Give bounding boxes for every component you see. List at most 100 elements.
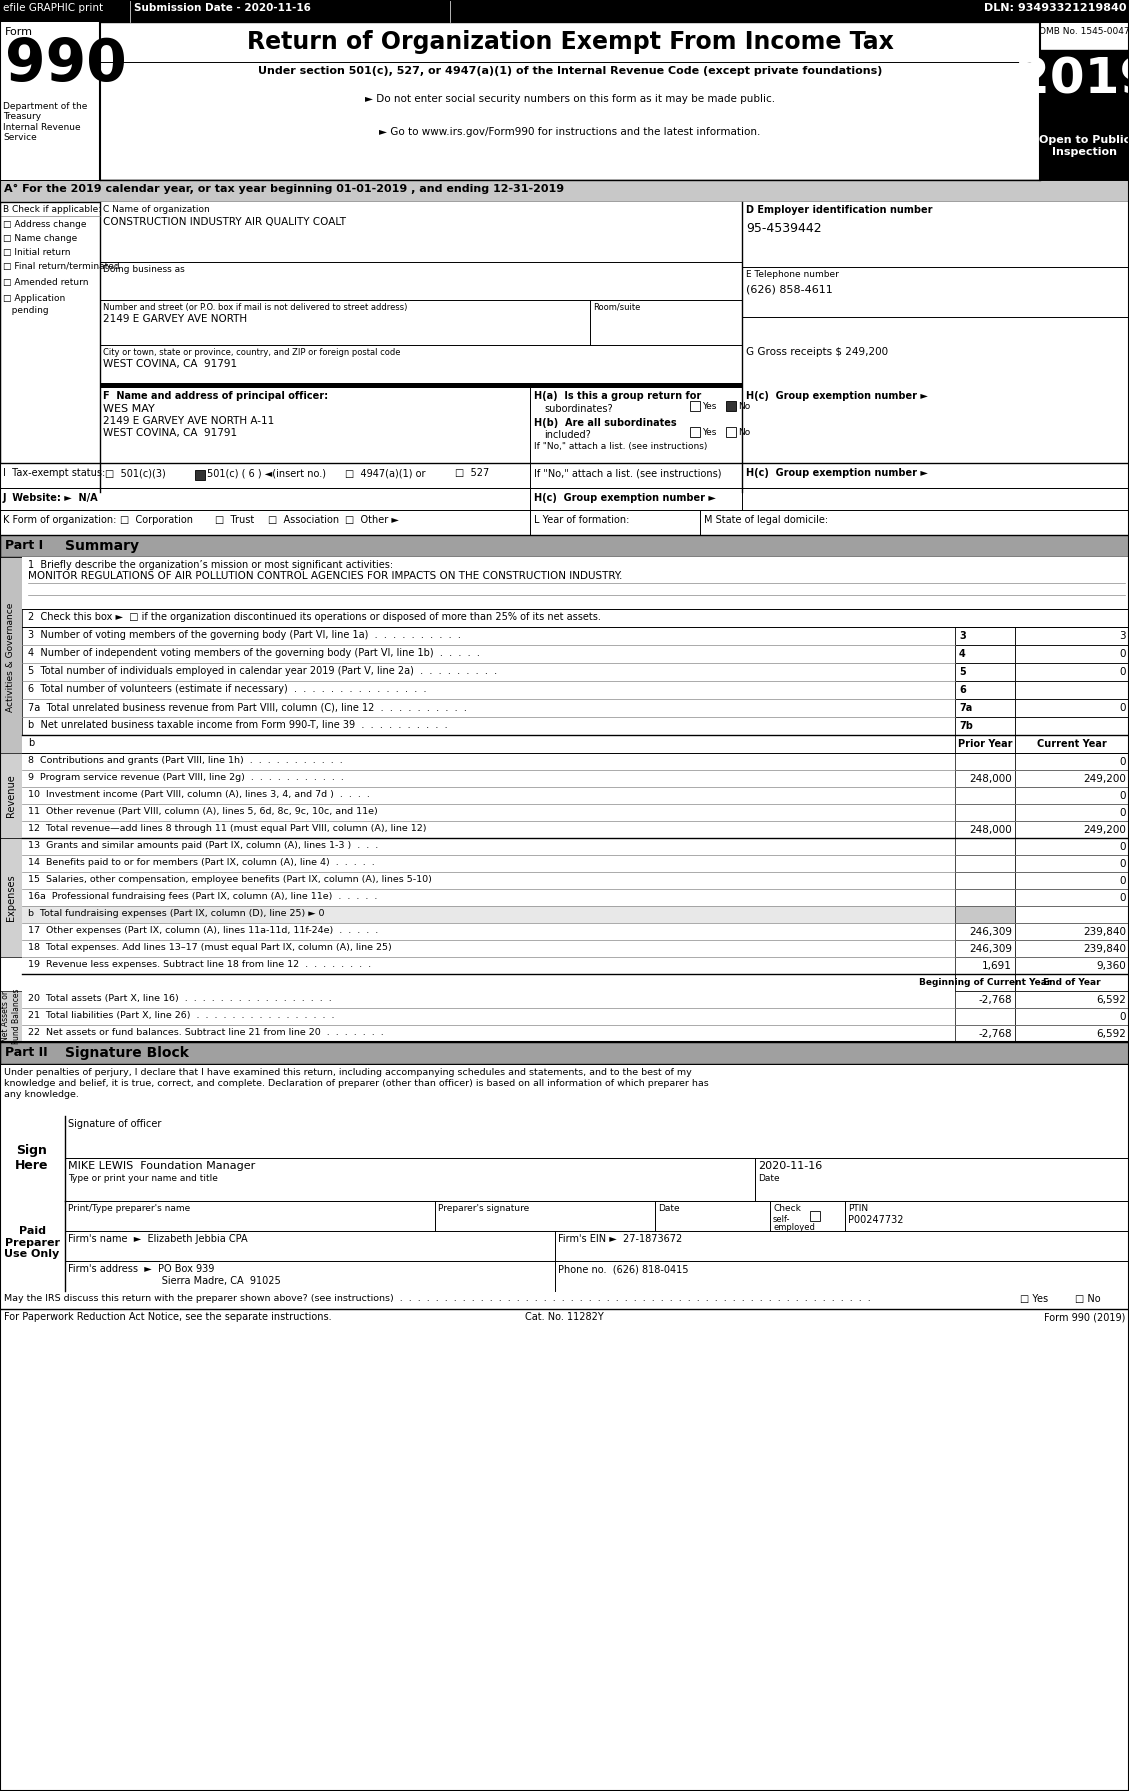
Bar — [1015, 663, 1129, 681]
Text: Under penalties of perjury, I declare that I have examined this return, includin: Under penalties of perjury, I declare th… — [5, 1067, 692, 1076]
Text: Yes: Yes — [702, 428, 717, 437]
Text: 239,840: 239,840 — [1083, 944, 1126, 955]
Bar — [65, 1116, 1129, 1159]
Text: Activities & Governance: Activities & Governance — [7, 602, 16, 711]
Bar — [21, 888, 955, 906]
Text: 0: 0 — [1120, 842, 1126, 853]
Bar — [955, 804, 1015, 820]
Text: Yes: Yes — [702, 401, 717, 410]
Text: G Gross receipts $ 249,200: G Gross receipts $ 249,200 — [746, 347, 889, 356]
Text: □ Initial return: □ Initial return — [3, 247, 70, 256]
Text: 5  Total number of individuals employed in calendar year 2019 (Part V, line 2a) : 5 Total number of individuals employed i… — [28, 666, 497, 675]
Bar — [21, 922, 955, 940]
Text: □ Application: □ Application — [3, 294, 65, 303]
Text: P00247732: P00247732 — [848, 1214, 903, 1225]
Text: 6,592: 6,592 — [1096, 1030, 1126, 1039]
Text: Check: Check — [773, 1204, 800, 1213]
Text: No: No — [738, 401, 751, 410]
Text: □ Amended return: □ Amended return — [3, 278, 88, 287]
Text: CONSTRUCTION INDUSTRY AIR QUALITY COALT: CONSTRUCTION INDUSTRY AIR QUALITY COALT — [103, 217, 345, 227]
Text: □  527: □ 527 — [455, 467, 489, 478]
Bar — [0, 990, 21, 1042]
Bar — [21, 752, 955, 770]
Text: Room/suite: Room/suite — [593, 303, 640, 312]
Text: M State of legal domicile:: M State of legal domicile: — [704, 516, 829, 525]
Bar — [955, 922, 1015, 940]
Bar — [1040, 50, 1129, 125]
Bar — [100, 389, 530, 464]
Text: PTIN: PTIN — [848, 1204, 868, 1213]
Text: MIKE LEWIS  Foundation Manager: MIKE LEWIS Foundation Manager — [68, 1161, 255, 1171]
Bar — [100, 383, 742, 389]
Bar — [21, 956, 955, 974]
Text: 10  Investment income (Part VIII, column (A), lines 3, 4, and 7d )  .  .  .  .: 10 Investment income (Part VIII, column … — [28, 790, 370, 799]
Text: K Form of organization:: K Form of organization: — [3, 516, 116, 525]
Text: 501(c) ( 6 ) ◄(insert no.): 501(c) ( 6 ) ◄(insert no.) — [207, 467, 326, 478]
Text: Summary: Summary — [65, 539, 139, 553]
Bar — [955, 681, 1015, 698]
Text: C Name of organization: C Name of organization — [103, 204, 210, 213]
Bar — [21, 940, 955, 956]
Text: 18  Total expenses. Add lines 13–17 (must equal Part IX, column (A), line 25): 18 Total expenses. Add lines 13–17 (must… — [28, 944, 392, 953]
Text: (626) 858-4611: (626) 858-4611 — [746, 285, 833, 294]
Text: 2019: 2019 — [1015, 56, 1129, 104]
Bar — [21, 786, 955, 804]
Text: H(a)  Is this a group return for: H(a) Is this a group return for — [534, 390, 701, 401]
Text: Current Year: Current Year — [1038, 740, 1106, 749]
Bar — [1040, 21, 1129, 50]
Text: 8  Contributions and grants (Part VIII, line 1h)  .  .  .  .  .  .  .  .  .  .  : 8 Contributions and grants (Part VIII, l… — [28, 756, 343, 765]
Text: I  Tax-exempt status:: I Tax-exempt status: — [3, 467, 105, 478]
Text: any knowledge.: any knowledge. — [5, 1091, 79, 1100]
Text: b  Net unrelated business taxable income from Form 990-T, line 39  .  .  .  .  .: b Net unrelated business taxable income … — [28, 720, 447, 731]
Bar — [21, 838, 955, 854]
Bar — [1015, 990, 1129, 1008]
Bar — [100, 202, 742, 261]
Bar — [0, 1116, 65, 1202]
Text: 246,309: 246,309 — [969, 928, 1012, 937]
Text: For Paperwork Reduction Act Notice, see the separate instructions.: For Paperwork Reduction Act Notice, see … — [5, 1313, 332, 1322]
Text: Cat. No. 11282Y: Cat. No. 11282Y — [525, 1313, 603, 1322]
Text: 0: 0 — [1120, 758, 1126, 767]
Text: 3: 3 — [1119, 630, 1126, 641]
Bar — [742, 389, 1129, 464]
Text: 6,592: 6,592 — [1096, 996, 1126, 1005]
Bar — [690, 426, 700, 437]
Text: 248,000: 248,000 — [970, 774, 1012, 784]
Text: Department of the
Treasury
Internal Revenue
Service: Department of the Treasury Internal Reve… — [3, 102, 87, 141]
Text: E Telephone number: E Telephone number — [746, 270, 839, 279]
Bar — [1015, 770, 1129, 786]
Text: No: No — [738, 428, 751, 437]
Bar — [1015, 854, 1129, 872]
Text: □ Address change: □ Address change — [3, 220, 87, 229]
Text: Date: Date — [658, 1204, 680, 1213]
Text: May the IRS discuss this return with the preparer shown above? (see instructions: May the IRS discuss this return with the… — [5, 1295, 870, 1304]
Text: Sierra Madre, CA  91025: Sierra Madre, CA 91025 — [68, 1275, 281, 1286]
Text: □  Trust: □ Trust — [215, 516, 254, 525]
Text: Net Assets or
Fund Balances: Net Assets or Fund Balances — [1, 989, 20, 1044]
Bar — [726, 401, 736, 410]
Bar — [955, 752, 1015, 770]
Text: L Year of formation:: L Year of formation: — [534, 516, 629, 525]
Bar — [21, 734, 1129, 752]
Text: DLN: 93493321219840: DLN: 93493321219840 — [983, 4, 1126, 13]
Bar — [1015, 940, 1129, 956]
Text: □  501(c)(3): □ 501(c)(3) — [105, 467, 166, 478]
Bar — [726, 426, 736, 437]
Text: efile GRAPHIC print: efile GRAPHIC print — [3, 4, 103, 13]
Bar — [0, 557, 21, 758]
Bar — [1015, 872, 1129, 888]
Text: 990: 990 — [5, 36, 126, 93]
Bar — [1015, 752, 1129, 770]
Bar — [1015, 1024, 1129, 1042]
Bar — [1015, 956, 1129, 974]
Bar — [955, 820, 1015, 838]
Bar — [1015, 820, 1129, 838]
Bar — [955, 956, 1015, 974]
Text: H(b)  Are all subordinates: H(b) Are all subordinates — [534, 417, 676, 428]
Text: self-: self- — [773, 1214, 790, 1223]
Bar — [1015, 645, 1129, 663]
Bar — [195, 469, 205, 480]
Text: 7a: 7a — [959, 704, 972, 713]
Bar — [955, 698, 1015, 716]
Text: 249,200: 249,200 — [1083, 774, 1126, 784]
